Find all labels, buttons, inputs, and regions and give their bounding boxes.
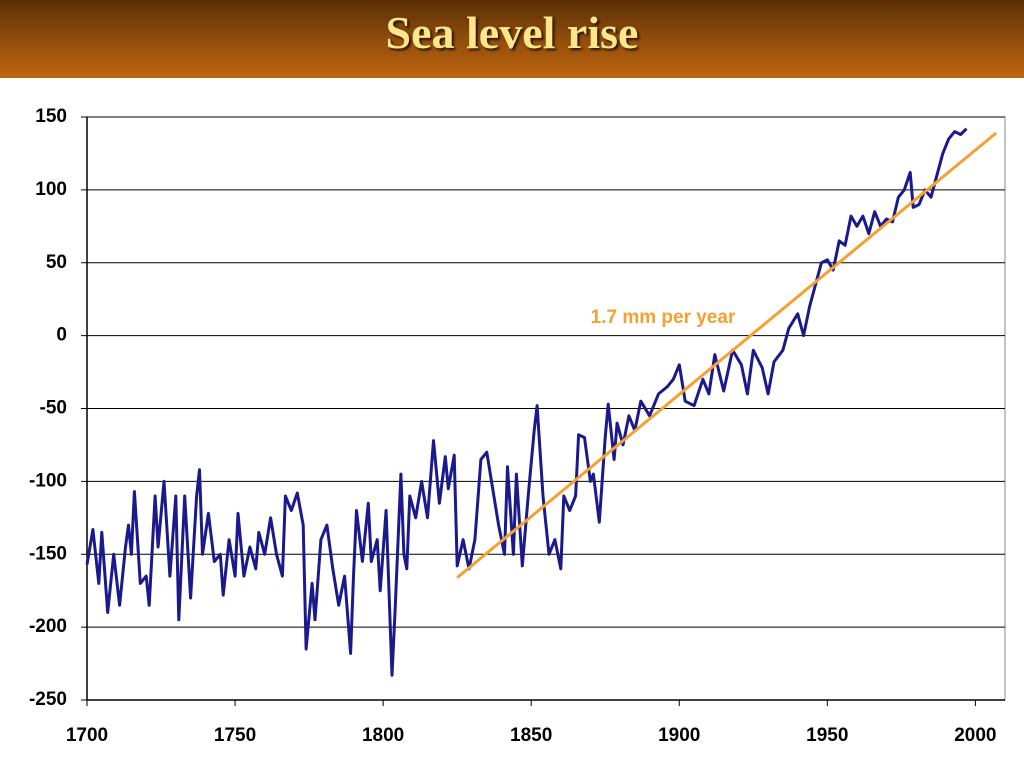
y-tick-label: -50 [40,398,67,419]
title-banner: Sea level rise [0,0,1024,78]
y-tick-label: 150 [35,106,67,127]
data-line [85,127,968,677]
x-tick-label: 1900 [658,725,700,746]
x-tick-label: 1950 [806,725,848,746]
y-tick-label: 100 [35,179,67,200]
x-tick-label: 1800 [362,725,404,746]
x-tick-label: 1850 [510,725,552,746]
y-tick-label: -200 [29,616,67,637]
y-tick-label: 0 [56,325,67,346]
chart-title: Sea level rise [385,7,639,58]
x-tick-label: 1750 [214,725,256,746]
data-line [456,131,998,579]
x-tick-label: 2000 [954,725,996,746]
y-tick-label: -150 [29,543,67,564]
annotation: 1.7 mm per year [591,307,736,328]
y-tick-label: -100 [29,470,67,491]
y-tick-label: 50 [46,252,67,273]
x-tick-label: 1700 [66,725,108,746]
y-tick-label: -250 [29,689,67,710]
